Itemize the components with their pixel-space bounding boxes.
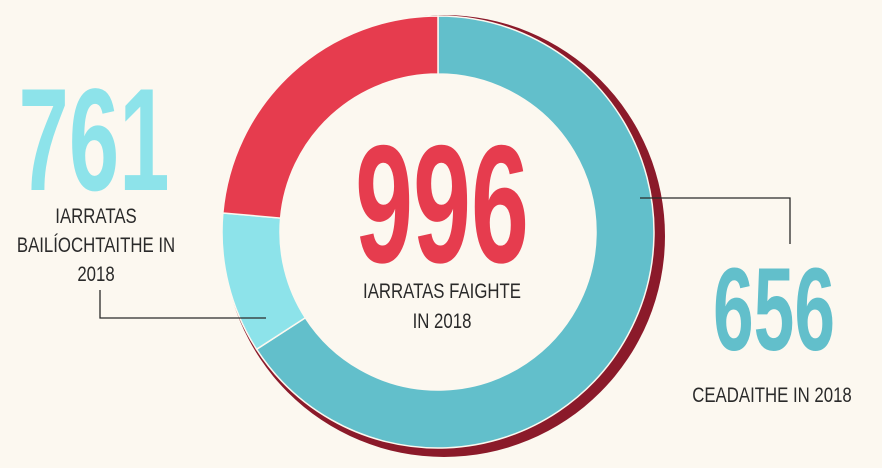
label-line: IARRATAS FAIGHTE xyxy=(363,280,521,303)
label-line: IARRATAS xyxy=(55,205,136,228)
donut-hole xyxy=(280,74,596,390)
approved-value: 656 xyxy=(713,243,835,375)
label-line: CEADAITHE IN 2018 xyxy=(692,384,852,407)
validated-value: 761 xyxy=(18,58,169,221)
leader-line xyxy=(99,290,266,319)
leader-line xyxy=(640,197,791,244)
label-line: BAILÍOCHTAITHE IN xyxy=(17,234,175,257)
label-line: 2018 xyxy=(77,263,114,286)
label-line: IN 2018 xyxy=(413,310,472,333)
total-value: 996 xyxy=(355,109,529,298)
